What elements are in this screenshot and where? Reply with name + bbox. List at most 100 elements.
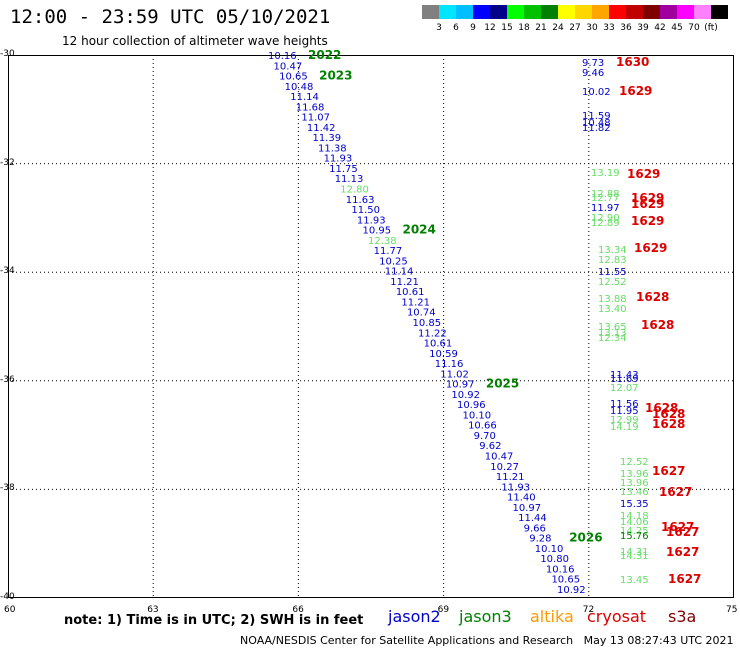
legend-label: 33 — [603, 23, 615, 33]
wave-height-label: 10.97 — [513, 503, 542, 514]
latitude-tick: -40 — [0, 592, 15, 602]
legend-label: (ft) — [704, 23, 718, 33]
wave-height-label: 11.56 — [610, 399, 639, 410]
wave-height-label: 9.28 — [529, 534, 551, 545]
wave-height-label: 11.59 — [582, 111, 611, 122]
satellite-legend-item: altika — [530, 607, 574, 626]
map-plot-frame — [8, 55, 734, 598]
wave-height-label: 11.44 — [518, 513, 547, 524]
legend-swatch — [694, 5, 711, 19]
wave-height-label: 12.07 — [610, 383, 639, 394]
legend-label: 3 — [436, 23, 442, 33]
pass-id-label: 1627 — [668, 572, 701, 586]
wave-height-label: 10.47 — [485, 452, 514, 463]
wave-height-label: 9.70 — [474, 431, 496, 442]
wave-height-label: 13.13 — [598, 328, 627, 339]
wave-height-label: 11.69 — [610, 374, 639, 385]
wave-height-label: 11.50 — [351, 205, 380, 216]
wave-height-label: 11.95 — [610, 406, 639, 417]
pass-id-label: 1628 — [636, 290, 669, 304]
latitude-tick: -34 — [0, 266, 15, 277]
legend-label: 15 — [501, 23, 513, 33]
legend-label: 9 — [470, 23, 476, 33]
pass-id-label: 2024 — [402, 223, 435, 237]
legend-swatch — [524, 5, 541, 19]
pass-id-label: 1627 — [666, 545, 699, 559]
wave-height-label: 10.74 — [407, 308, 436, 319]
pass-id-label: 1627 — [661, 520, 694, 534]
longitude-tick: 72 — [582, 605, 595, 615]
wave-height-label: 10.25 — [379, 256, 408, 267]
longitude-tick: 69 — [437, 605, 450, 615]
wave-height-label: 11.55 — [598, 267, 627, 278]
wave-height-label: 12.99 — [610, 415, 639, 426]
credit-line: NOAA/NESDIS Center for Satellite Applica… — [240, 634, 734, 647]
wave-height-label: 10.48 — [285, 82, 314, 93]
legend-label: 70 — [688, 23, 700, 33]
track-east: 9.739.4610.0211.5910.4811.8213.1912.8812… — [582, 55, 701, 586]
wave-height-label: 11.21 — [401, 297, 430, 308]
wave-height-label: 13.19 — [591, 168, 620, 179]
legend-swatch — [507, 5, 524, 19]
legend-label: 42 — [654, 23, 666, 33]
wave-height-label: 13.45 — [620, 575, 649, 586]
wave-height-label: 11.82 — [582, 123, 611, 134]
wave-height-label: 10.65 — [279, 72, 308, 83]
wave-height-label: 13.46 — [620, 487, 649, 498]
wave-height-label: 13.88 — [598, 294, 627, 305]
wave-height-label: 11.75 — [329, 164, 358, 175]
legend-label: 12 — [484, 23, 496, 33]
wave-height-label: 11.14 — [290, 92, 319, 103]
wave-height-label: 10.80 — [540, 554, 569, 565]
wave-height-label: 14.06 — [620, 517, 649, 528]
wave-height-label: 11.38 — [318, 143, 347, 154]
pass-id-label: 1629 — [619, 84, 652, 98]
wave-height-label: 11.40 — [507, 493, 536, 504]
wave-height-label: 10.97 — [446, 380, 475, 391]
wave-height-label: 11.77 — [374, 246, 403, 257]
wave-height-label: 10.10 — [463, 410, 492, 421]
wave-height-label: 10.92 — [451, 390, 480, 401]
wave-height-label: 10.92 — [557, 585, 586, 596]
legend-swatch — [439, 5, 456, 19]
wave-height-label: 14.19 — [610, 422, 639, 433]
wave-height-label: 10.10 — [535, 544, 564, 555]
wave-height-label: 14.18 — [620, 511, 649, 522]
wave-height-label: 10.66 — [468, 421, 497, 432]
wave-height-label: 15.35 — [620, 499, 649, 510]
wave-height-label: 12.90 — [591, 213, 620, 224]
wave-height-label: 11.97 — [591, 203, 620, 214]
wave-height-label: 11.68 — [296, 102, 325, 113]
legend-swatch — [473, 5, 490, 19]
wave-height-label: 10.16 — [268, 51, 297, 62]
wave-height-label: 9.73 — [582, 58, 604, 69]
legend-swatch — [456, 5, 473, 19]
track-jason2-west: 10.1610.4710.6510.4811.1411.6811.0711.42… — [268, 48, 603, 596]
wave-height-label: 11.14 — [385, 267, 414, 278]
wave-height-label: 10.96 — [457, 400, 486, 411]
wave-height-label: 11.21 — [390, 277, 419, 288]
legend-swatch — [490, 5, 507, 19]
longitude-tick: 66 — [292, 605, 304, 615]
longitude-tick: 60 — [4, 605, 16, 615]
wave-height-label: 14.25 — [620, 526, 649, 537]
wave-height-label: 10.48 — [582, 118, 611, 129]
legend-swatch — [558, 5, 575, 19]
latitude-tick: -38 — [0, 483, 15, 494]
grid-lines — [8, 55, 734, 598]
pass-id-label: 1628 — [652, 417, 685, 431]
legend-swatch — [609, 5, 626, 19]
pass-id-label: 1627 — [666, 525, 699, 539]
pass-id-label: 2026 — [569, 531, 602, 545]
legend-swatch — [626, 5, 643, 19]
wave-height-label: 12.80 — [340, 185, 369, 196]
satellite-legend-item: s3a — [668, 607, 697, 626]
wave-height-label: 11.07 — [301, 113, 330, 124]
wave-height-label: 11.93 — [324, 154, 353, 165]
wave-height-label: 10.27 — [490, 462, 519, 473]
legend-swatch — [575, 5, 592, 19]
wave-height-label: 11.39 — [312, 133, 341, 144]
legend-label: 27 — [569, 23, 581, 33]
wave-height-label: 11.13 — [335, 174, 364, 185]
